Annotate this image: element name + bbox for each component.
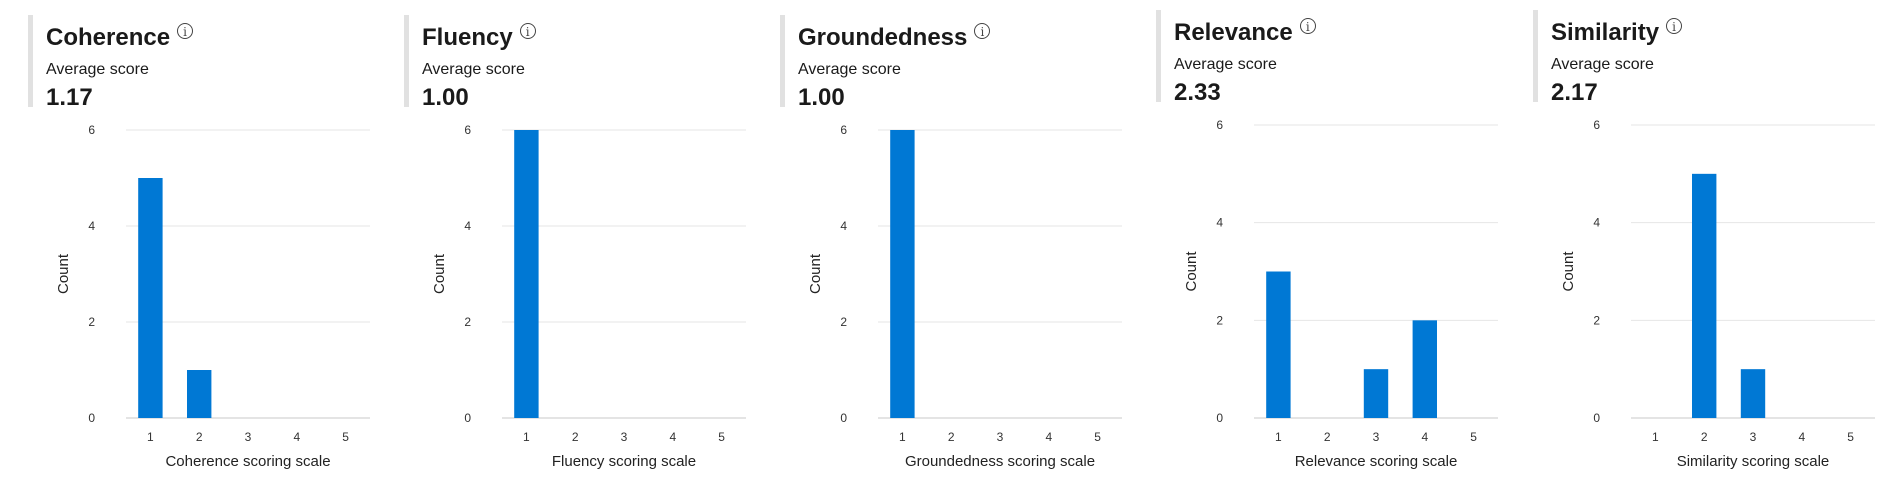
bar xyxy=(187,370,212,418)
y-axis-title: Count xyxy=(807,253,824,294)
histogram-chart: 0 2 4 6 1 2 3 4 5 Coherence scoring scale Count xyxy=(55,123,370,470)
x-tick-label: 2 xyxy=(1701,430,1708,444)
y-tick-label: 2 xyxy=(1593,313,1600,327)
histogram-chart: 0 2 4 6 1 2 3 4 5 Groundedness scoring scale Count xyxy=(807,123,1122,470)
x-tick-label: 1 xyxy=(1275,430,1282,444)
panel-accent-bar xyxy=(404,15,409,107)
bar xyxy=(138,178,163,418)
x-tick-label: 5 xyxy=(1094,430,1101,444)
panel-accent-bar xyxy=(1533,10,1538,102)
y-tick-label: 6 xyxy=(88,123,95,137)
x-tick-label: 4 xyxy=(1421,430,1428,444)
metric-panel-relevance: Relevance i Average score 2.33 0 2 4 6 1 2 3 4 5… xyxy=(1156,0,1516,489)
y-tick-label: 6 xyxy=(1593,118,1600,132)
average-score-value: 2.17 xyxy=(1551,79,1598,106)
bar xyxy=(1266,271,1291,418)
info-icon[interactable]: i xyxy=(1299,18,1316,34)
x-tick-label: 1 xyxy=(147,430,154,444)
y-tick-label: 6 xyxy=(1216,118,1223,132)
x-tick-label: 2 xyxy=(948,430,955,444)
x-tick-label: 3 xyxy=(1373,430,1380,444)
y-tick-label: 6 xyxy=(840,123,847,137)
y-tick-label: 2 xyxy=(840,315,847,329)
y-tick-label: 0 xyxy=(840,411,847,425)
y-tick-label: 0 xyxy=(88,411,95,425)
bar xyxy=(1740,369,1766,418)
info-icon[interactable]: i xyxy=(177,23,194,39)
histogram-chart: 0 2 4 6 1 2 3 4 5 Similarity scoring scale Count xyxy=(1560,118,1875,470)
x-tick-label: 4 xyxy=(1798,430,1805,444)
panel-title: Coherence xyxy=(46,24,171,51)
x-axis-title: Fluency scoring scale xyxy=(552,453,696,470)
x-tick-label: 5 xyxy=(718,430,725,444)
bar xyxy=(1363,369,1389,418)
y-tick-label: 4 xyxy=(464,219,471,233)
panel-accent-bar xyxy=(28,15,33,107)
x-axis-title: Similarity scoring scale xyxy=(1677,453,1830,470)
x-tick-label: 5 xyxy=(1470,430,1477,444)
x-tick-label: 3 xyxy=(997,430,1004,444)
x-axis-title: Groundedness scoring scale xyxy=(905,453,1095,470)
x-tick-label: 3 xyxy=(1750,430,1757,444)
metric-panel-groundedness: Groundedness i Average score 1.00 0 2 4 6 1 2… xyxy=(780,0,1140,489)
x-tick-label: 3 xyxy=(621,430,628,444)
y-tick-label: 4 xyxy=(840,219,847,233)
panel-title: Relevance xyxy=(1174,19,1293,46)
x-tick-label: 2 xyxy=(196,430,203,444)
y-tick-label: 2 xyxy=(88,315,95,329)
average-score-label: Average score xyxy=(46,61,149,78)
x-tick-label: 2 xyxy=(572,430,579,444)
x-tick-label: 4 xyxy=(293,430,300,444)
info-icon[interactable]: i xyxy=(1666,18,1683,34)
x-tick-label: 5 xyxy=(342,430,349,444)
x-tick-label: 2 xyxy=(1324,430,1331,444)
x-tick-label: 1 xyxy=(1652,430,1659,444)
average-score-value: 1.17 xyxy=(46,84,93,111)
x-tick-label: 5 xyxy=(1847,430,1854,444)
panel-title: Fluency xyxy=(422,24,513,51)
x-tick-label: 3 xyxy=(245,430,252,444)
panel-accent-bar xyxy=(780,15,785,107)
bar xyxy=(514,130,539,418)
average-score-value: 1.00 xyxy=(422,84,469,111)
panel-title: Groundedness xyxy=(798,24,968,51)
y-tick-label: 4 xyxy=(1593,216,1600,230)
panel-accent-bar xyxy=(1156,10,1161,102)
average-score-label: Average score xyxy=(422,61,525,78)
bar xyxy=(1412,320,1437,418)
y-tick-label: 2 xyxy=(464,315,471,329)
histogram-chart: 0 2 4 6 1 2 3 4 5 Fluency scoring scale Count xyxy=(431,123,746,470)
panel-title: Similarity xyxy=(1551,19,1660,46)
y-tick-label: 0 xyxy=(1593,411,1600,425)
y-tick-label: 4 xyxy=(1216,216,1223,230)
histogram-chart: 0 2 4 6 1 2 3 4 5 Relevance scoring scale Count xyxy=(1183,118,1498,470)
y-axis-title: Count xyxy=(1183,251,1200,292)
x-axis-title: Relevance scoring scale xyxy=(1295,453,1458,470)
y-axis-title: Count xyxy=(1560,251,1577,292)
bar xyxy=(1692,173,1717,418)
metric-panel-coherence: Coherence i Average score 1.17 0 2 4 6 1 2 3 4 5… xyxy=(28,0,388,489)
y-axis-title: Count xyxy=(55,253,72,294)
y-axis-title: Count xyxy=(431,253,448,294)
x-tick-label: 1 xyxy=(523,430,530,444)
y-tick-label: 4 xyxy=(88,219,95,233)
average-score-label: Average score xyxy=(1551,56,1654,73)
average-score-label: Average score xyxy=(1174,56,1277,73)
metric-panel-similarity: Similarity i Average score 2.17 0 2 4 6 1 2 3 4… xyxy=(1533,0,1888,489)
average-score-value: 1.00 xyxy=(798,84,845,111)
x-tick-label: 1 xyxy=(899,430,906,444)
y-tick-label: 2 xyxy=(1216,313,1223,327)
info-icon[interactable]: i xyxy=(974,23,991,39)
x-tick-label: 4 xyxy=(1045,430,1052,444)
metric-panel-fluency: Fluency i Average score 1.00 0 2 4 6 1 2 3 4 5 Fl… xyxy=(404,0,764,489)
x-tick-label: 4 xyxy=(669,430,676,444)
info-icon[interactable]: i xyxy=(519,23,536,39)
y-tick-label: 6 xyxy=(464,123,471,137)
x-axis-title: Coherence scoring scale xyxy=(165,453,330,470)
y-tick-label: 0 xyxy=(464,411,471,425)
average-score-label: Average score xyxy=(798,61,901,78)
average-score-value: 2.33 xyxy=(1174,79,1221,106)
y-tick-label: 0 xyxy=(1216,411,1223,425)
bar xyxy=(890,130,915,418)
